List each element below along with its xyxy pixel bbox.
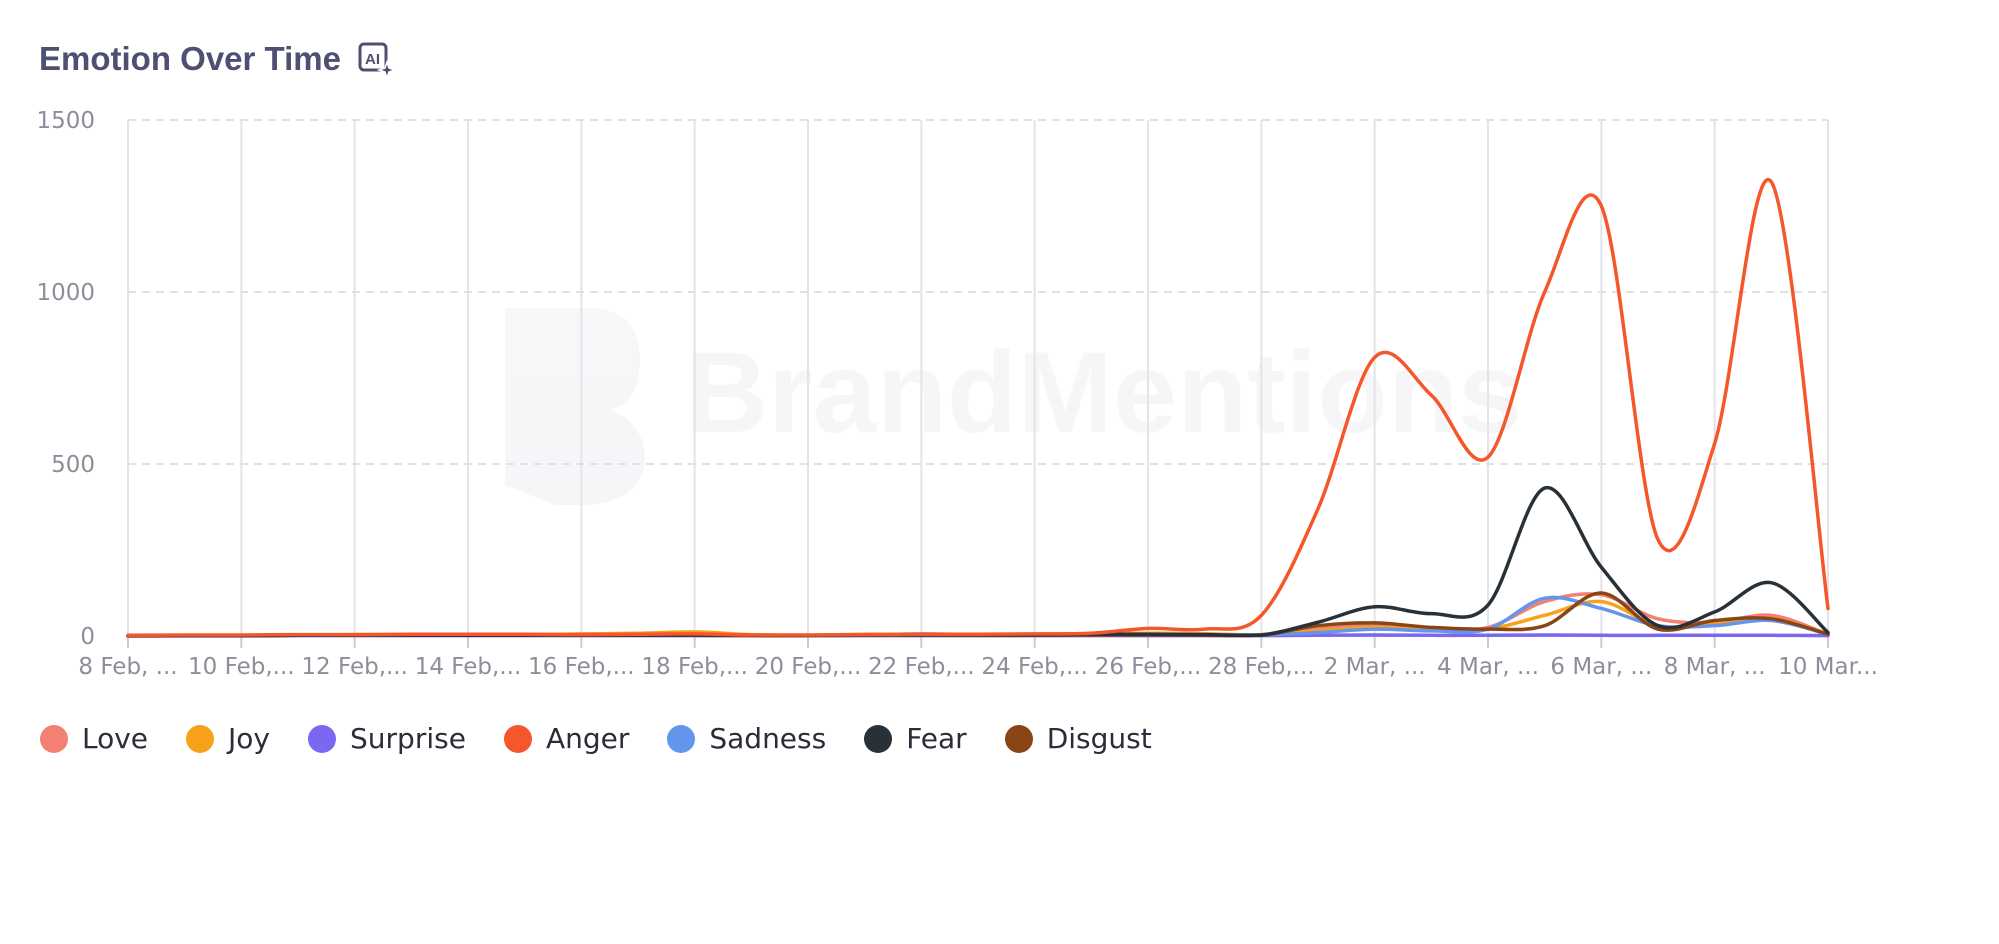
legend-dot-sadness	[667, 724, 696, 753]
y-axis-ticks: 0 500 1000 1500	[36, 108, 95, 650]
legend-item-disgust[interactable]: Disgust	[1004, 722, 1152, 755]
chart-title: Emotion Over Time	[39, 40, 341, 77]
x-tick-label: 8 Feb, ...	[78, 654, 177, 680]
brand-watermark-text: BrandMentions	[685, 329, 1522, 457]
legend-dot-anger	[503, 724, 532, 753]
x-tick-label: 22 Feb,...	[868, 654, 975, 680]
series-line-sadness[interactable]	[126, 595, 1830, 638]
legend-item-surprise[interactable]: Surprise	[308, 722, 466, 755]
x-tick-label: 12 Feb,...	[301, 654, 408, 680]
x-tick-label: 16 Feb,...	[528, 654, 635, 680]
x-tick-label: 20 Feb,...	[755, 654, 862, 680]
legend-item-anger[interactable]: Anger	[503, 722, 630, 755]
legend-label-sadness: Sadness	[709, 722, 827, 755]
legend-item-sadness[interactable]: Sadness	[667, 722, 826, 755]
legend-label-joy: Joy	[228, 722, 271, 755]
svg-text:AI: AI	[365, 51, 380, 68]
x-tick-label: 18 Feb,...	[641, 654, 748, 680]
legend-item-joy[interactable]: Joy	[186, 722, 270, 755]
legend-label-surprise: Surprise	[350, 722, 466, 755]
legend-label-disgust: Disgust	[1046, 722, 1152, 755]
x-axis-ticks: 8 Feb, ... 10 Feb,... 12 Feb,... 14 Feb,...…	[78, 636, 1878, 680]
legend-label-anger: Anger	[545, 722, 630, 755]
legend-dot-surprise	[308, 724, 337, 753]
legend-label-fear: Fear	[906, 722, 967, 755]
chart-grid	[127, 119, 1829, 637]
series-line-anger[interactable]	[126, 177, 1830, 638]
y-tick-label: 0	[80, 624, 95, 650]
y-tick-label: 500	[51, 452, 95, 478]
y-tick-label: 1000	[36, 280, 95, 306]
legend-dot-joy	[186, 724, 215, 753]
x-tick-label: 14 Feb,...	[415, 654, 522, 680]
legend-item-love[interactable]: Love	[40, 722, 148, 755]
legend-dot-fear	[864, 724, 893, 753]
chart-legend: Love Joy Surprise Anger Sadness Fear Dis…	[40, 722, 1190, 755]
chart-series	[126, 177, 1830, 638]
x-tick-label: 10 Mar...	[1778, 654, 1878, 680]
x-tick-label: 28 Feb,...	[1208, 654, 1315, 680]
legend-dot-disgust	[1004, 724, 1033, 753]
x-tick-label: 6 Mar, ...	[1550, 654, 1652, 680]
brand-watermark: BrandMentions	[505, 308, 1522, 505]
x-tick-label: 26 Feb,...	[1095, 654, 1202, 680]
x-tick-label: 4 Mar, ...	[1437, 654, 1539, 680]
series-line-fear[interactable]	[126, 486, 1830, 638]
chart-header: Emotion Over Time AI	[39, 40, 398, 81]
x-tick-label: 10 Feb,...	[188, 654, 295, 680]
x-tick-label: 24 Feb,...	[981, 654, 1088, 680]
x-tick-label: 8 Mar, ...	[1664, 654, 1766, 680]
legend-label-love: Love	[82, 722, 149, 755]
legend-item-fear[interactable]: Fear	[864, 722, 967, 755]
ai-sparkle-icon[interactable]: AI	[357, 40, 398, 81]
y-tick-label: 1500	[36, 108, 95, 134]
x-tick-label: 2 Mar, ...	[1324, 654, 1426, 680]
legend-dot-love	[40, 724, 68, 753]
